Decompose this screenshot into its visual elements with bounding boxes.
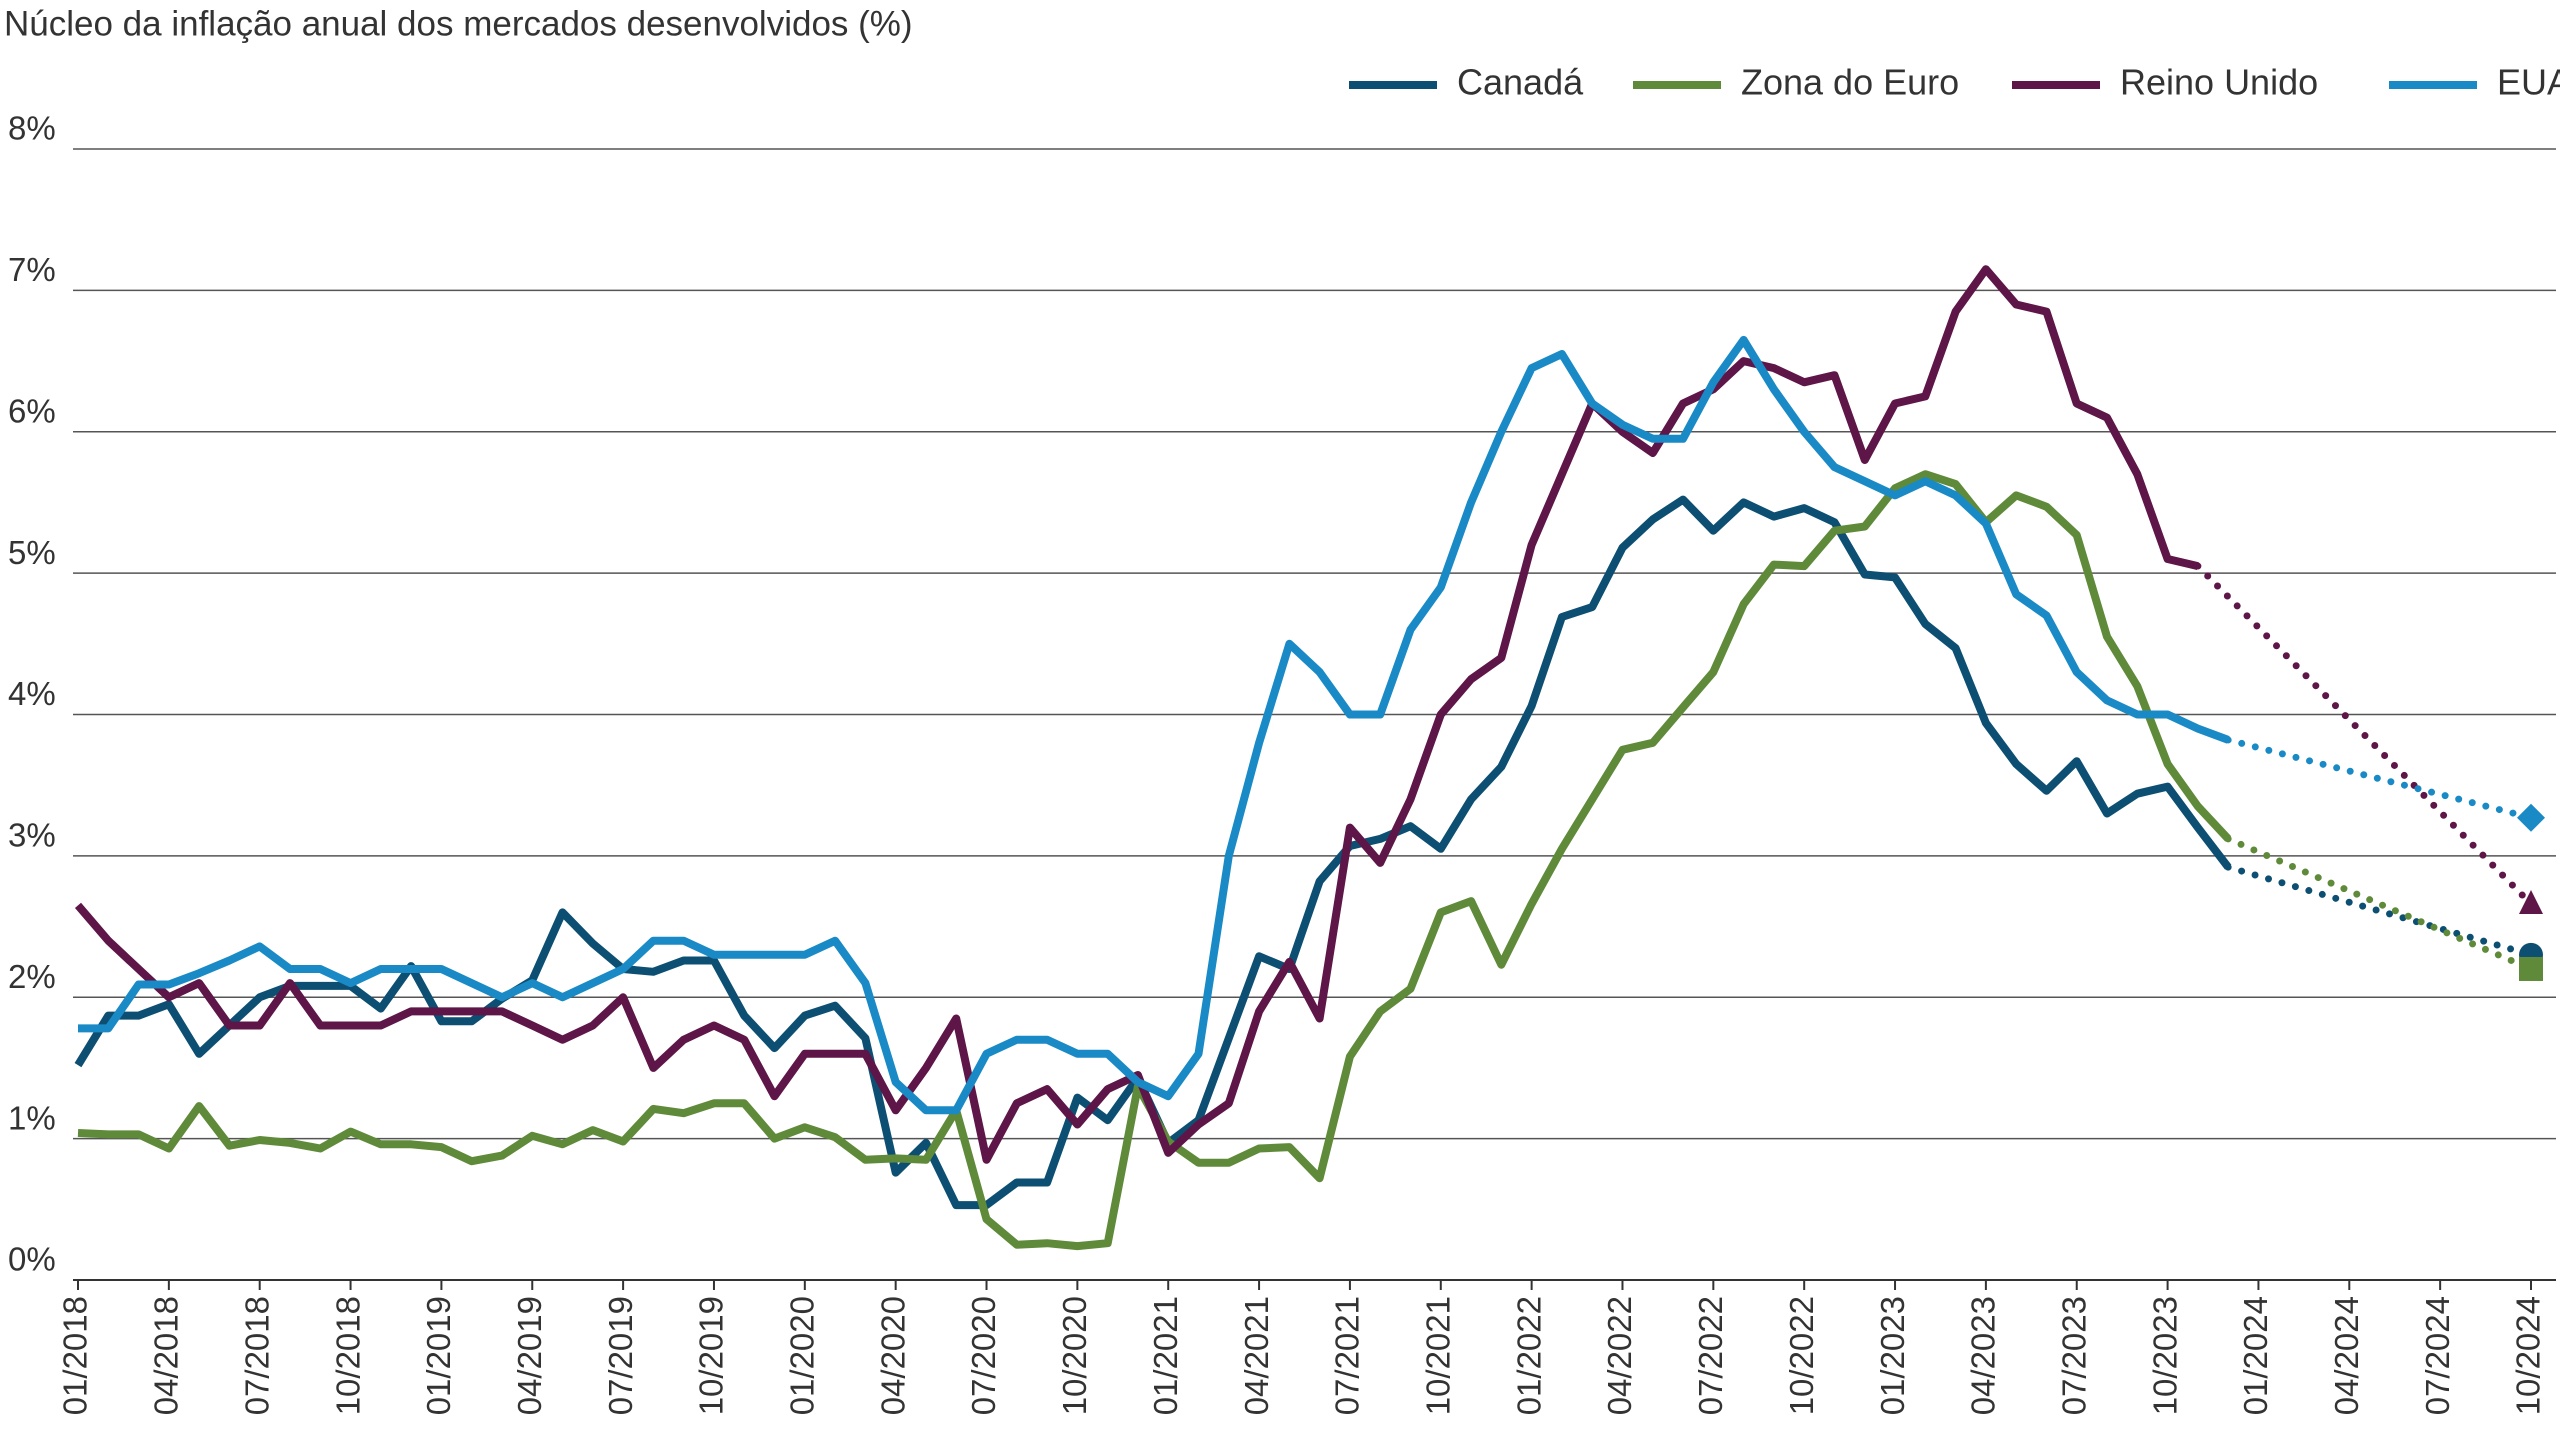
- end-marker: [2519, 956, 2543, 981]
- chart-title: Núcleo da inflação anual dos mercados de…: [4, 4, 913, 43]
- x-tick-label: 10/2018: [329, 1296, 366, 1415]
- projection-line: [2224, 736, 2535, 822]
- x-tick-label: 07/2020: [965, 1296, 1002, 1415]
- x-tick-label: 01/2024: [2237, 1296, 2274, 1415]
- x-tick-label: 01/2020: [784, 1296, 821, 1415]
- projection-line: [2194, 562, 2535, 908]
- x-tick-label: 04/2023: [1965, 1296, 2002, 1415]
- x-tick-label: 07/2018: [238, 1296, 275, 1415]
- x-tick-label: 01/2022: [1510, 1296, 1547, 1415]
- legend-label: Zona do Euro: [1741, 62, 1959, 103]
- x-tick-label: 04/2019: [511, 1296, 548, 1415]
- y-tick-label: 5%: [8, 534, 56, 571]
- x-tick-label: 04/2021: [1238, 1296, 1275, 1415]
- y-tick-label: 7%: [8, 251, 56, 288]
- x-tick-label: 04/2024: [2328, 1296, 2365, 1415]
- x-tick-label: 01/2018: [57, 1296, 94, 1415]
- series-line: [74, 265, 2199, 1164]
- y-tick-label: 2%: [8, 958, 56, 995]
- y-tick-label: 6%: [8, 392, 56, 429]
- y-tick-label: 4%: [8, 675, 56, 712]
- x-tick-label: 10/2020: [1056, 1296, 1093, 1415]
- x-tick-label: 01/2021: [1147, 1296, 1184, 1415]
- x-tick-label: 10/2019: [693, 1296, 730, 1415]
- series-line: [74, 495, 2232, 1210]
- legend-label: Canadá: [1457, 62, 1584, 103]
- x-tick-label: 07/2024: [2419, 1296, 2456, 1415]
- y-tick-label: 1%: [8, 1099, 56, 1136]
- y-tick-label: 0%: [8, 1241, 56, 1278]
- x-tick-label: 10/2021: [1419, 1296, 1456, 1415]
- x-tick-label: 04/2018: [148, 1296, 185, 1415]
- end-marker: [2519, 889, 2543, 914]
- legend-label: Reino Unido: [2120, 62, 2318, 103]
- y-tick-label: 8%: [8, 110, 56, 147]
- projection-line: [2224, 835, 2535, 973]
- x-tick-label: 04/2022: [1601, 1296, 1638, 1415]
- x-tick-label: 07/2019: [602, 1296, 639, 1415]
- grid: 0% 1% 2% 3% 4% 5% 6% 7% 8% 01/2018 04/2018 07/2018 1…: [8, 110, 2556, 1415]
- x-tick-label: 10/2022: [1783, 1296, 1820, 1415]
- x-tick-label: 07/2023: [2055, 1296, 2092, 1415]
- x-tick-label: 10/2023: [2146, 1296, 2183, 1415]
- x-tick-label: 01/2023: [1874, 1296, 1911, 1415]
- end-marker: [2517, 803, 2545, 832]
- legend-label: EUA: [2497, 62, 2560, 103]
- x-tick-label: 07/2021: [1329, 1296, 1366, 1415]
- x-tick-label: 07/2022: [1692, 1296, 1729, 1415]
- plot-area: [74, 265, 2545, 1251]
- legend: Canadá Zona do Euro Reino Unido EUA: [1349, 62, 2560, 103]
- x-tick-label: 01/2019: [420, 1296, 457, 1415]
- series-line: [78, 335, 2230, 1115]
- x-tick-label: 10/2024: [2510, 1296, 2547, 1415]
- x-tick-label: 04/2020: [874, 1296, 911, 1415]
- projection-line: [2224, 863, 2535, 959]
- y-tick-label: 3%: [8, 817, 56, 854]
